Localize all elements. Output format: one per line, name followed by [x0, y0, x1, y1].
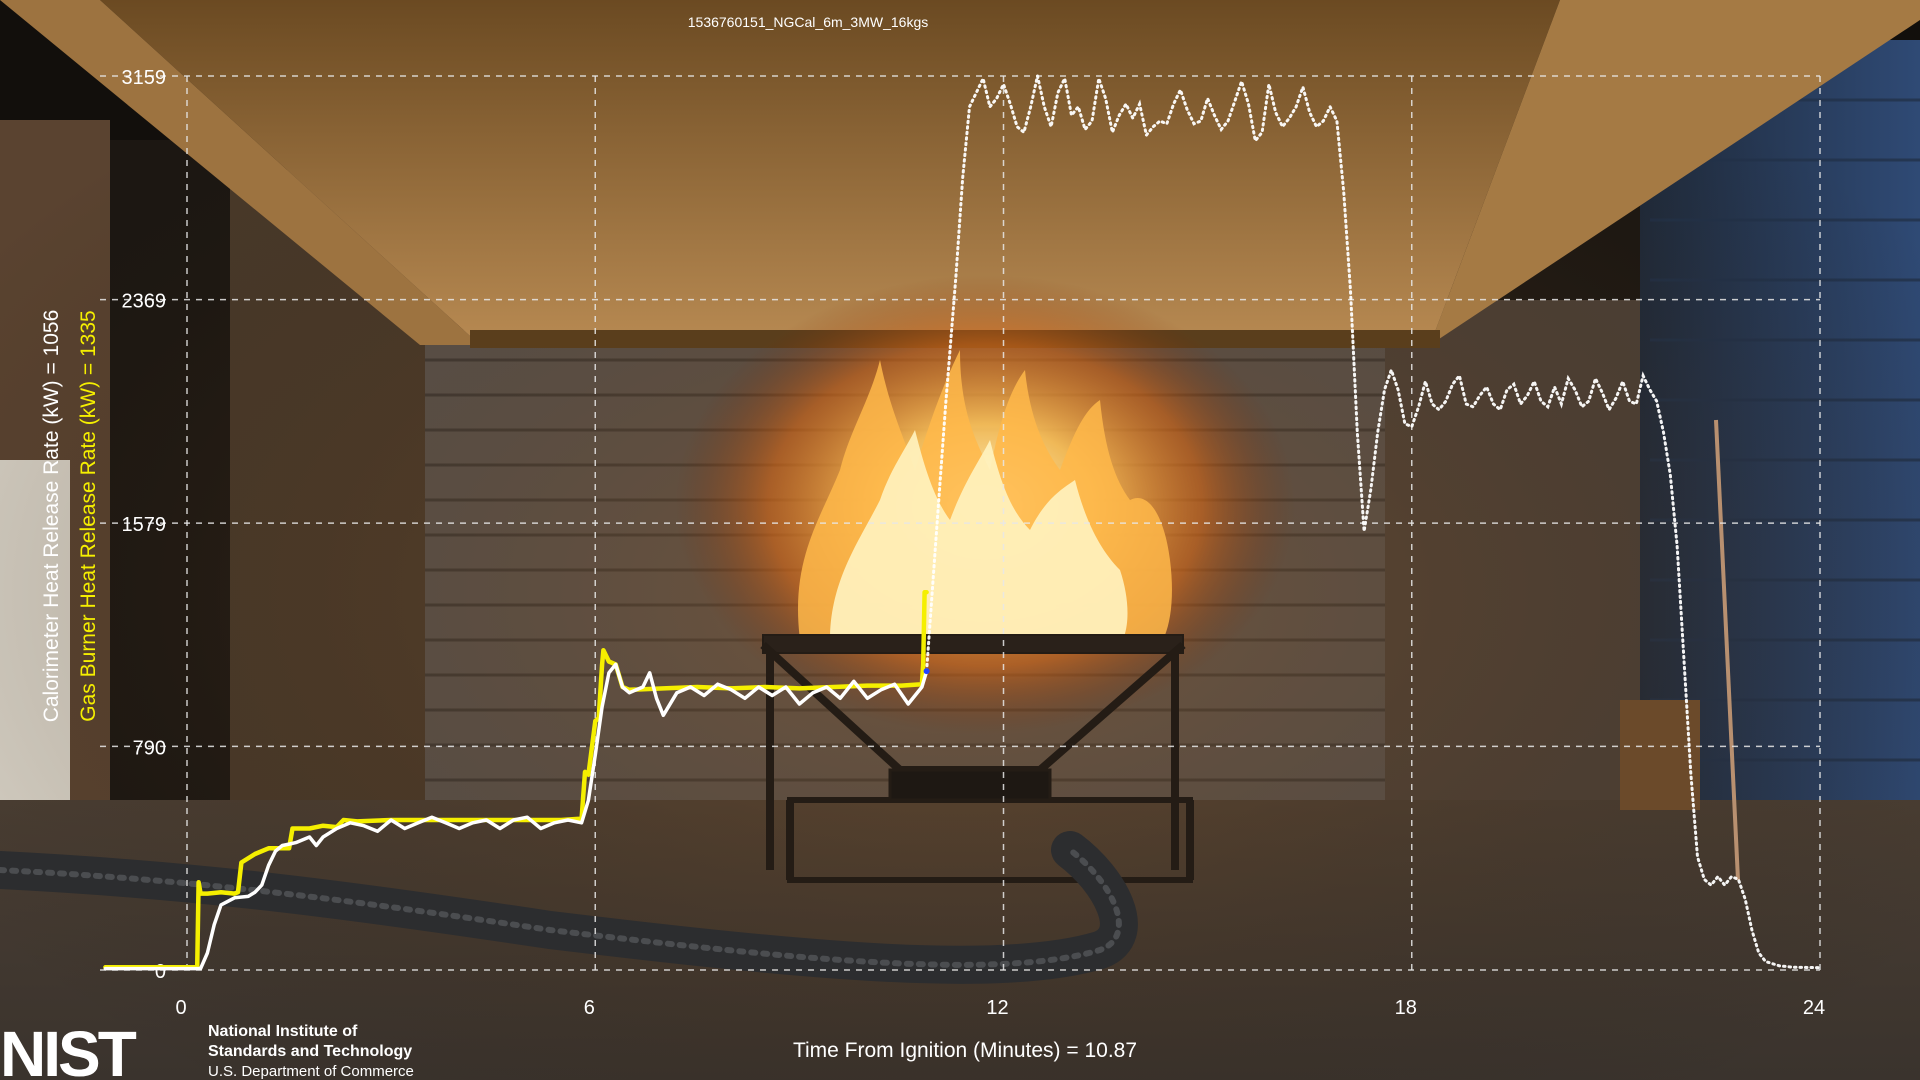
x-axis-label: Time From Ignition (Minutes) = 10.87 — [793, 1039, 1137, 1062]
nist-name-line3: U.S. Department of Commerce — [208, 1063, 414, 1080]
nist-logo: NIST National Institute of Standards and… — [0, 1018, 414, 1080]
y-tick-label: 0 — [155, 961, 166, 983]
nist-name-line2: Standards and Technology — [208, 1043, 412, 1060]
flames — [798, 350, 1172, 645]
video-title: 1536760151_NGCal_6m_3MW_16kgs — [688, 14, 928, 30]
x-tick-label: 6 — [584, 997, 595, 1019]
x-tick-label: 12 — [986, 997, 1008, 1019]
burner-hrr-line — [103, 589, 929, 970]
exhaust-hood — [0, 0, 1920, 348]
y-tick-label: 1579 — [122, 514, 167, 536]
calorimeter-upcoming-line — [925, 73, 1822, 970]
x-tick-label: 24 — [1803, 997, 1825, 1019]
chart-gridlines — [100, 75, 1821, 971]
chart-series — [103, 73, 1822, 971]
calorimeter-axis-label: Calorimeter Heat Release Rate (kW) = 105… — [40, 310, 63, 723]
nist-wordmark: NIST — [0, 1018, 137, 1080]
current-time-marker — [923, 668, 930, 675]
burner-axis-label: Gas Burner Heat Release Rate (kW) = 1335 — [77, 310, 100, 721]
y-tick-label: 2369 — [122, 291, 167, 313]
calorimeter-hrr-line — [103, 662, 929, 971]
x-tick-label: 0 — [175, 997, 186, 1019]
nist-name-line1: National Institute of — [208, 1023, 358, 1040]
x-axis-ticks: 0 6 12 18 24 — [175, 997, 1825, 1019]
y-tick-label: 790 — [133, 737, 166, 759]
x-tick-label: 18 — [1395, 997, 1417, 1019]
thermocouple-pole — [1714, 419, 1740, 881]
y-tick-label: 3159 — [122, 67, 167, 89]
y-axis-ticks: 0 790 1579 2369 3159 — [122, 67, 167, 983]
